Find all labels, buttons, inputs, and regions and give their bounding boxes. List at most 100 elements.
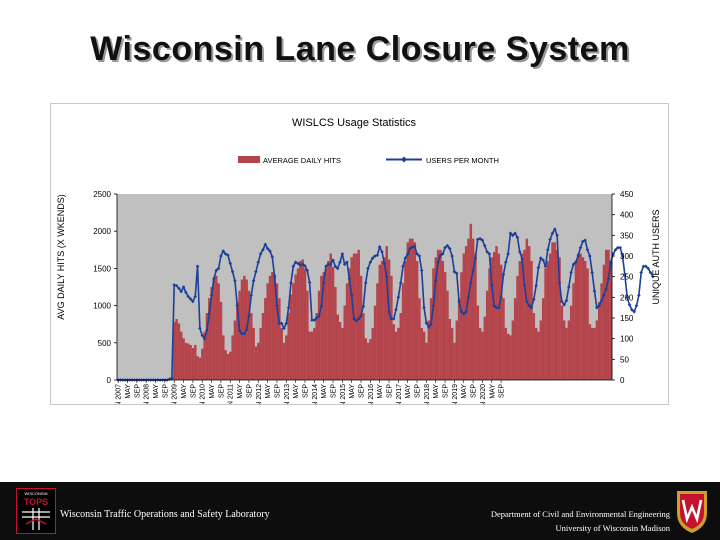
y2-tick-label: 0 — [620, 376, 625, 385]
bar — [362, 313, 365, 380]
point — [312, 318, 317, 322]
bar — [530, 260, 533, 380]
bar — [303, 268, 307, 380]
point — [209, 293, 214, 298]
y2-tick-label: 200 — [620, 293, 634, 302]
bar — [415, 260, 419, 380]
bar — [471, 238, 475, 380]
point — [436, 260, 440, 264]
point — [401, 264, 405, 269]
point — [492, 303, 496, 308]
bar — [273, 274, 276, 380]
point — [634, 303, 639, 308]
x-tick-label: MAY — [349, 384, 356, 399]
point — [396, 295, 401, 300]
bar — [448, 318, 452, 380]
bar — [443, 272, 447, 380]
point — [471, 268, 475, 273]
line-series — [116, 227, 655, 382]
bar — [338, 321, 342, 380]
bar — [418, 298, 421, 380]
point — [459, 310, 464, 314]
bar — [504, 327, 508, 380]
point — [613, 248, 618, 252]
point — [195, 264, 200, 269]
x-tick-label: JAN 2012 — [256, 384, 263, 404]
point — [319, 304, 324, 309]
bar — [583, 260, 587, 380]
bar — [485, 290, 489, 380]
point — [333, 264, 338, 269]
bar — [287, 313, 290, 380]
x-tick-label: JAN 2015 — [340, 384, 347, 404]
bar — [175, 318, 178, 380]
point — [177, 286, 181, 291]
point — [648, 270, 653, 275]
chart-title: WISLCS Usage Statistics — [292, 117, 417, 129]
bar — [371, 327, 374, 380]
x-tick-label: JAN 2008 — [144, 384, 151, 404]
bar-series — [168, 223, 613, 380]
bar — [240, 279, 244, 380]
x-tick-label: JAN 2016 — [368, 384, 375, 404]
point — [581, 239, 585, 244]
x-tick-label: SEP — [359, 384, 366, 398]
bar — [285, 335, 288, 380]
bar — [579, 253, 582, 380]
bar — [210, 287, 213, 380]
point — [651, 274, 655, 279]
bar — [411, 238, 414, 380]
tops-logo-frame — [16, 488, 56, 534]
point — [394, 307, 398, 312]
bar — [343, 305, 346, 380]
point — [513, 231, 517, 236]
point — [620, 254, 625, 258]
point — [415, 252, 419, 256]
bar — [562, 320, 566, 380]
bar — [278, 298, 281, 380]
point — [524, 299, 529, 304]
bar — [329, 253, 332, 380]
point — [230, 269, 235, 274]
bar — [551, 242, 554, 380]
point — [184, 290, 188, 295]
point — [632, 310, 636, 314]
point — [433, 279, 438, 283]
bar — [194, 345, 197, 380]
bar — [548, 253, 552, 380]
bar — [173, 321, 176, 380]
bar — [205, 313, 209, 380]
bar — [434, 257, 438, 380]
point — [254, 269, 258, 274]
y-tick-label: 1000 — [93, 302, 111, 311]
bar — [292, 283, 295, 380]
point — [198, 326, 202, 331]
axes: 0 500 1000 1500 2000 2500 0 50 100 150 200 250 300 35… — [93, 190, 634, 404]
bar — [345, 283, 349, 380]
y-tick-label: 1500 — [93, 264, 111, 273]
point — [340, 252, 345, 256]
point — [464, 310, 468, 314]
point — [574, 260, 578, 264]
point — [408, 246, 412, 251]
bar — [180, 331, 183, 380]
bar — [189, 345, 192, 380]
bar — [429, 298, 433, 380]
point — [293, 260, 298, 264]
tops-logo: WISCONSIN TOPS — [16, 488, 56, 534]
point — [242, 331, 247, 336]
point — [485, 250, 489, 254]
x-tick-label: SEP — [246, 384, 253, 398]
x-tick-label: SEP — [443, 384, 450, 398]
bar — [478, 327, 482, 380]
x-tick-label: MAY — [461, 384, 468, 399]
point — [447, 246, 452, 251]
point — [235, 303, 240, 308]
point — [216, 266, 221, 271]
bar — [385, 246, 388, 380]
point — [419, 268, 424, 273]
bar — [271, 272, 274, 380]
point — [454, 271, 459, 276]
x-tick-label: MAY — [405, 384, 412, 399]
x-tick-label: JAN 2014 — [312, 384, 319, 404]
